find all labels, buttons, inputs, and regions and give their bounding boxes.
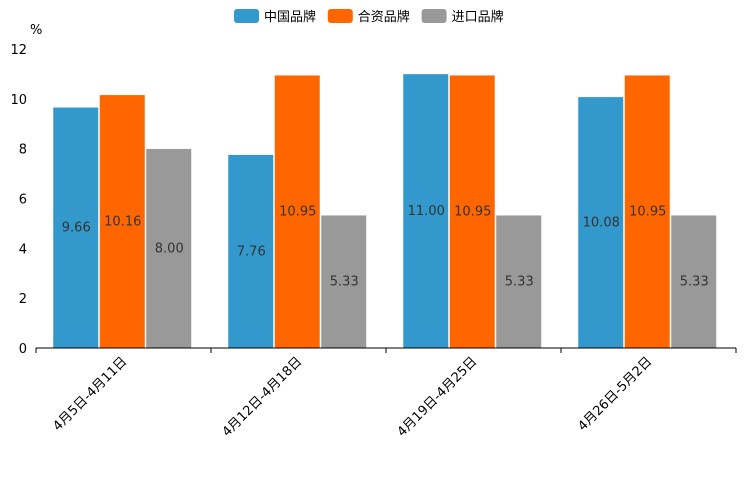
x-category-label: 4月5日-4月11日: [50, 354, 130, 434]
bar: [402, 73, 449, 349]
data-label: 11.00: [408, 204, 445, 219]
y-tick-label: 12: [10, 43, 27, 58]
bar: [670, 214, 717, 349]
legend-label: 合资品牌: [358, 9, 410, 25]
data-label: 10.95: [629, 205, 666, 220]
data-label: 10.08: [583, 215, 620, 230]
legend: 中国品牌 合资品牌 进口品牌: [234, 9, 504, 25]
x-axis: 4月5日-4月11日 4月12日-4月18日 4月19日-4月25日 4月26日-5月…: [35, 347, 737, 440]
y-tick-label: 0: [19, 342, 27, 357]
y-tick-label: 10: [10, 93, 27, 108]
legend-swatch: [327, 9, 353, 23]
data-label: 10.95: [454, 205, 491, 220]
bar: [227, 154, 274, 349]
bar: [577, 96, 624, 349]
x-category-label: 4月12日-4月18日: [220, 354, 306, 440]
legend-swatch: [234, 9, 259, 23]
x-category-label: 4月26日-5月2日: [575, 354, 655, 434]
bar: [624, 74, 671, 349]
bar: [449, 74, 496, 349]
data-label: 9.66: [62, 221, 91, 236]
y-axis-unit: %: [30, 23, 42, 38]
y-tick-label: 8: [19, 143, 27, 158]
bar: [320, 214, 367, 349]
bar: [99, 94, 146, 349]
data-label: 5.33: [330, 275, 359, 290]
data-label: 10.16: [104, 214, 141, 229]
bars: 9.66 10.16 8.00 7.76 10.95 5.33 11.00 10.95 5.33…: [52, 73, 717, 349]
y-tick-label: 6: [19, 193, 27, 208]
data-label: 5.33: [505, 275, 534, 290]
bar: [274, 74, 321, 349]
data-label: 10.95: [279, 205, 316, 220]
y-axis: 0 2 4 6 8 10 12: [10, 43, 27, 357]
legend-label: 进口品牌: [452, 9, 504, 25]
bar: [145, 148, 192, 349]
data-label: 5.33: [680, 275, 709, 290]
legend-label: 中国品牌: [264, 9, 316, 25]
data-label: 7.76: [237, 244, 266, 259]
data-label: 8.00: [155, 241, 184, 256]
x-category-label: 4月19日-4月25日: [395, 354, 481, 440]
legend-swatch: [421, 9, 447, 23]
y-tick-label: 2: [19, 292, 27, 307]
y-tick-label: 4: [19, 242, 27, 257]
bar: [52, 107, 99, 349]
